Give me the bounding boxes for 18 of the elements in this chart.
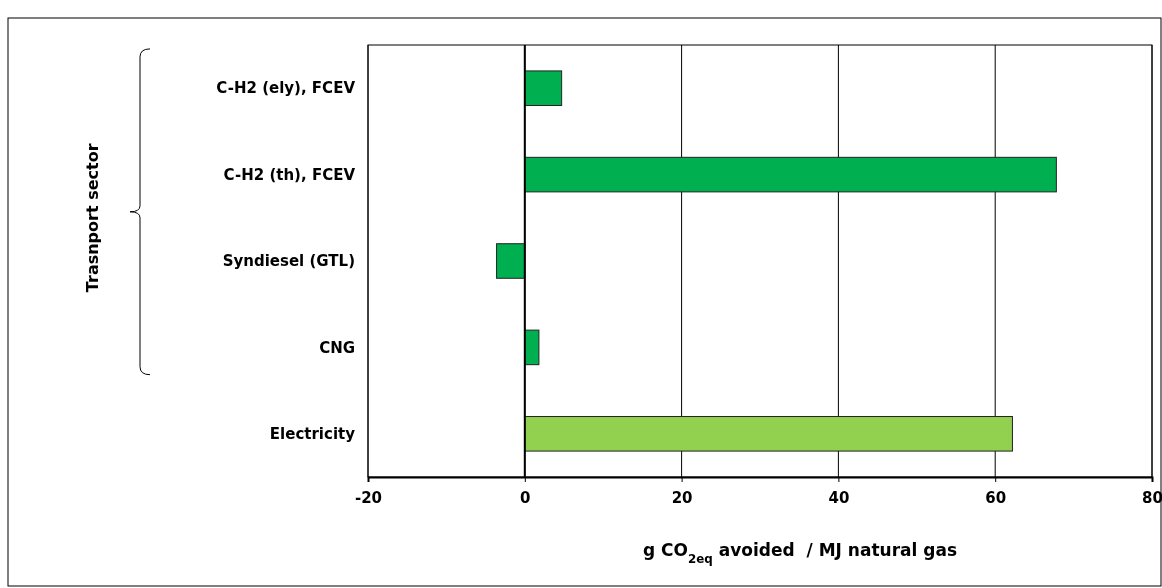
y-tick-label: Syndiesel (GTL) (222, 252, 355, 271)
x-tick-label: 60 (985, 489, 1007, 507)
x-tick-label: 20 (671, 489, 693, 507)
y-tick-label: C-H2 (ely), FCEV (216, 79, 356, 98)
bar (496, 243, 526, 279)
text: Trasnport sector (83, 143, 102, 293)
x-tick-label: -20 (354, 489, 383, 507)
bar (524, 156, 1057, 193)
bar (524, 70, 563, 106)
y-tick-label: CNG (319, 338, 355, 357)
x-axis-title: g CO$_{2eq}$ avoided / MJ natural gas (642, 540, 958, 566)
x-tick-label: 0 (520, 489, 531, 507)
bar (524, 329, 540, 366)
y-tick-label: C-H2 (th), FCEV (223, 165, 356, 184)
x-tick-label: 80 (1142, 489, 1162, 507)
x-tick-label: 40 (828, 489, 850, 507)
bar (524, 416, 1013, 452)
y-tick-label: Electricity (269, 425, 356, 444)
